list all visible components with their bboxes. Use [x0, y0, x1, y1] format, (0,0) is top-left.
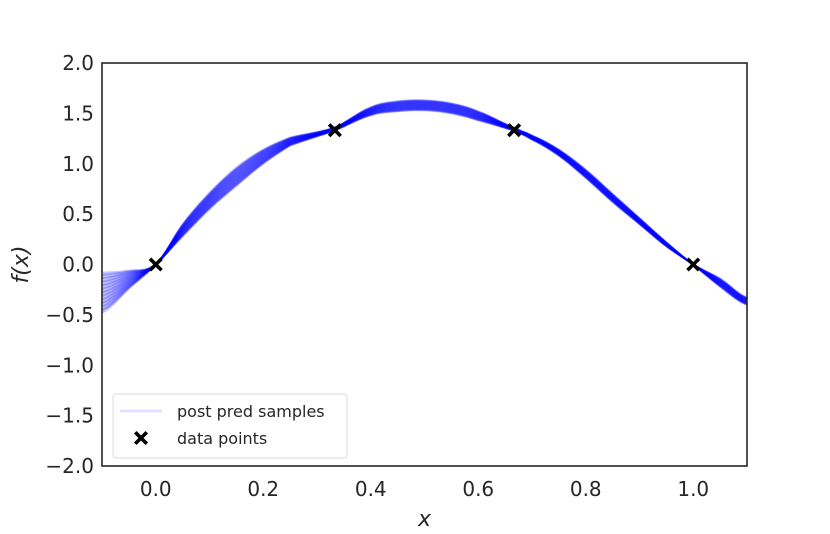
post-pred-sample-line [102, 101, 747, 301]
post-pred-sample-line [102, 102, 747, 301]
post-pred-sample-line [102, 107, 747, 304]
post-pred-sample-line [102, 103, 747, 302]
y-tick-label: 1.5 [62, 101, 94, 125]
post-pred-sample-line [102, 103, 747, 302]
post-pred-sample-line [102, 100, 747, 301]
post-pred-sample-line [102, 106, 747, 305]
post-pred-sample-line [102, 108, 747, 314]
post-pred-sample-line [102, 101, 747, 300]
y-tick-label: 0.5 [62, 202, 94, 226]
plot-content [102, 99, 747, 314]
post-pred-sample-line [102, 108, 747, 312]
post-pred-sample-line [102, 107, 747, 312]
y-tick-label: −2.0 [45, 454, 94, 478]
post-pred-sample-line [102, 100, 747, 300]
post-pred-sample-line [102, 107, 747, 311]
x-tick-label: 0.2 [247, 477, 279, 501]
post-pred-sample-line [102, 104, 747, 302]
post-pred-sample-line [102, 105, 747, 304]
post-pred-sample-line [102, 108, 747, 312]
post-pred-sample-line [102, 105, 747, 303]
post-pred-sample-line [102, 103, 747, 302]
x-tick-label: 0.8 [570, 477, 602, 501]
post-pred-sample-line [102, 105, 747, 303]
x-tick-label: 1.0 [677, 477, 709, 501]
post-pred-sample-line [102, 105, 747, 303]
post-pred-sample-line [102, 106, 747, 304]
post-pred-sample-line [102, 99, 747, 299]
y-tick-label: 2.0 [62, 51, 94, 75]
y-tick-label: −0.5 [45, 303, 94, 327]
legend-x-marker [133, 430, 149, 446]
data-point-marker [686, 257, 701, 272]
y-tick-label: 1.0 [62, 152, 94, 176]
plot-area [102, 99, 747, 314]
data-point-marker [327, 123, 342, 138]
post-pred-sample-line [102, 102, 747, 302]
post-pred-sample-line [102, 99, 747, 300]
post-pred-sample-line [102, 103, 747, 303]
post-pred-sample-line [102, 103, 747, 303]
legend-box [112, 393, 348, 459]
legend-entry-data-points: data points [177, 429, 267, 448]
y-tick-label: −1.5 [45, 404, 94, 428]
post-pred-sample-line [102, 104, 747, 304]
x-tick-label: 0.6 [462, 477, 494, 501]
post-pred-sample-line [102, 109, 747, 314]
post-pred-sample-line [102, 108, 747, 309]
post-pred-sample-line [102, 105, 747, 304]
post-pred-sample-line [102, 108, 747, 308]
post-pred-sample-line [102, 103, 747, 301]
legend-x-marker-shape [133, 430, 149, 446]
post-pred-sample-line [102, 101, 747, 301]
post-pred-sample-line [102, 104, 747, 303]
y-tick-label: 0.0 [62, 253, 94, 277]
post-pred-sample-line [102, 105, 747, 304]
x-tick-label: 0.0 [140, 477, 172, 501]
post-pred-sample-line [102, 104, 747, 302]
post-pred-sample-line [102, 104, 747, 303]
post-pred-sample-line [102, 102, 747, 301]
post-pred-sample-line [102, 99, 747, 300]
post-pred-sample-line [102, 109, 747, 312]
post-pred-sample-line [102, 100, 747, 300]
x-axis-label: x [417, 507, 432, 532]
legend: post pred samples data points [112, 393, 348, 459]
y-tick-labels: 2.0 1.5 1.0 0.5 0.0 −0.5 −1.0 −1.5 −2.0 [45, 51, 94, 478]
post-pred-sample-line [102, 101, 747, 301]
post-pred-sample-line [102, 102, 747, 302]
post-pred-sample-line [102, 107, 747, 305]
post-pred-sample-line [102, 102, 747, 302]
post-pred-sample-line [102, 99, 747, 300]
y-axis-label: f(x) [9, 246, 34, 284]
post-pred-sample-line [102, 107, 747, 309]
post-pred-sample-line [102, 106, 747, 304]
x-tick-label: 0.4 [355, 477, 387, 501]
post-pred-sample-line [102, 99, 747, 299]
post-pred-sample-line [102, 100, 747, 301]
y-tick-label: −1.0 [45, 353, 94, 377]
data-point-marker [507, 123, 522, 138]
post-pred-sample-line [102, 106, 747, 305]
data-point-marker [148, 257, 163, 272]
legend-entry-post-pred-samples: post pred samples [177, 402, 325, 421]
post-pred-sample-line [102, 106, 747, 307]
post-pred-sample-line [102, 100, 747, 300]
axes-frame [101, 62, 748, 467]
post-pred-sample-line [102, 102, 747, 301]
post-pred-sample-line [102, 100, 747, 299]
post-pred-sample-line [102, 101, 747, 302]
post-pred-sample-line [102, 107, 747, 308]
post-pred-sample-line [102, 107, 747, 304]
post-pred-sample-line [102, 99, 747, 299]
post-pred-sample-line [102, 108, 747, 306]
post-pred-sample-line [102, 100, 747, 300]
x-tick-labels: 0.0 0.2 0.4 0.6 0.8 1.0 [140, 477, 709, 501]
